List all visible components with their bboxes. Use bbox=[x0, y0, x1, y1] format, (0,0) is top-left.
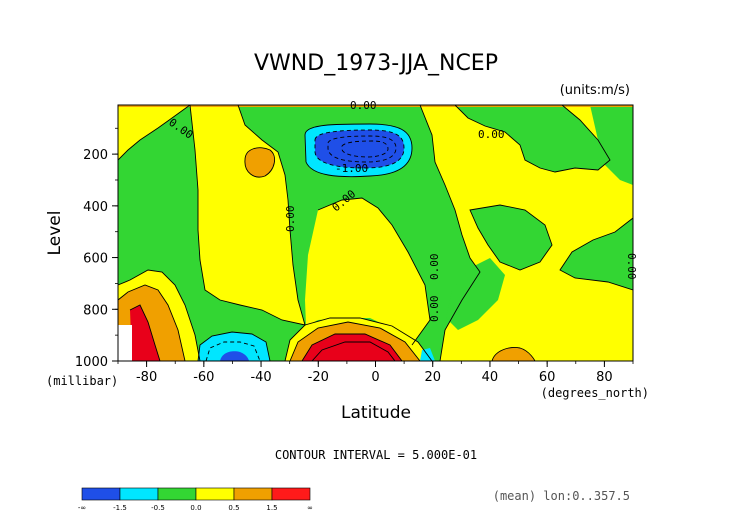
footer-text: (mean) lon:0..357.5 bbox=[493, 489, 630, 503]
contour-lines bbox=[118, 105, 633, 361]
plot-area bbox=[118, 105, 633, 361]
colorbar-label: 0.0 bbox=[190, 504, 201, 512]
x-tick-label: 0 bbox=[371, 370, 379, 385]
region-orange-surface-east bbox=[492, 347, 535, 361]
region-blue-south bbox=[220, 351, 249, 361]
region-green-east-upper bbox=[455, 105, 610, 172]
x-axis-unit: (degrees_north) bbox=[541, 386, 649, 400]
region-green-far-east bbox=[590, 105, 633, 185]
negative-contour-lines bbox=[205, 129, 405, 361]
x-tick-label: 40 bbox=[482, 370, 499, 385]
colorbar: -∞ -1.5 -0.5 0.0 0.5 1.5 ∞ bbox=[78, 487, 313, 512]
region-yellow-central bbox=[305, 198, 430, 345]
colorbar-swatch bbox=[195, 487, 235, 501]
x-tick-label: 80 bbox=[596, 370, 613, 385]
x-axis: -80 -60 -40 -20 0 20 40 60 80 bbox=[117, 361, 634, 385]
colorbar-label: 0.5 bbox=[228, 504, 239, 512]
y-tick-label: 200 bbox=[83, 148, 108, 163]
contour-label: 0.00 bbox=[428, 254, 441, 281]
y-axis: 200 400 600 800 1000 bbox=[75, 127, 118, 370]
y-tick-label: 600 bbox=[83, 252, 108, 267]
region-green-east-lower bbox=[446, 258, 505, 330]
y-tick-label: 800 bbox=[83, 303, 108, 318]
contour-labels-group: 0.00 0.00 0.00 0.00 0.00 0.00 0.00 0.00 … bbox=[166, 99, 638, 322]
y-axis-unit: (millibar) bbox=[46, 374, 118, 388]
region-yellow-west bbox=[190, 105, 305, 325]
contour-label: 0.00 bbox=[625, 253, 638, 280]
region-yellow-upper-west bbox=[118, 105, 190, 160]
x-axis-label: Latitude bbox=[341, 403, 411, 423]
colorbar-label: 1.5 bbox=[266, 504, 277, 512]
units-label: (units:m/s) bbox=[560, 83, 630, 98]
contour-label: 0.00 bbox=[284, 206, 297, 233]
contour-label: -1.00 bbox=[335, 162, 368, 175]
contour-label: 0.00 bbox=[428, 296, 441, 323]
y-tick-label: 1000 bbox=[75, 355, 108, 370]
chart-title: VWND_1973-JJA_NCEP bbox=[254, 51, 498, 76]
colorbar-label: ∞ bbox=[307, 504, 313, 512]
region-orange-upper-jet bbox=[244, 147, 275, 178]
x-tick-label: 60 bbox=[539, 370, 556, 385]
contour-label: 0.00 bbox=[478, 128, 505, 141]
x-tick-label: -80 bbox=[136, 370, 157, 385]
contour-interval-text: CONTOUR INTERVAL = 5.000E-01 bbox=[275, 448, 477, 462]
colorbar-swatch bbox=[119, 487, 159, 501]
x-tick-label: -20 bbox=[308, 370, 329, 385]
x-tick-label: -60 bbox=[193, 370, 214, 385]
colorbar-swatch bbox=[157, 487, 197, 501]
y-axis-label: Level bbox=[45, 211, 65, 256]
colorbar-label: -1.5 bbox=[113, 504, 127, 512]
y-tick-label: 400 bbox=[83, 200, 108, 215]
colorbar-label: -0.5 bbox=[151, 504, 165, 512]
region-cyan-south bbox=[198, 332, 270, 361]
region-red-surface bbox=[302, 334, 402, 361]
colorbar-swatch bbox=[81, 487, 121, 501]
colorbar-swatch bbox=[271, 487, 311, 501]
region-green-east-tongue bbox=[470, 205, 552, 270]
region-blank-sw bbox=[118, 325, 132, 361]
colorbar-swatch bbox=[233, 487, 273, 501]
x-tick-label: 20 bbox=[424, 370, 441, 385]
colorbar-label: -∞ bbox=[78, 504, 86, 512]
region-red-sw bbox=[130, 305, 160, 361]
x-tick-label: -40 bbox=[250, 370, 271, 385]
